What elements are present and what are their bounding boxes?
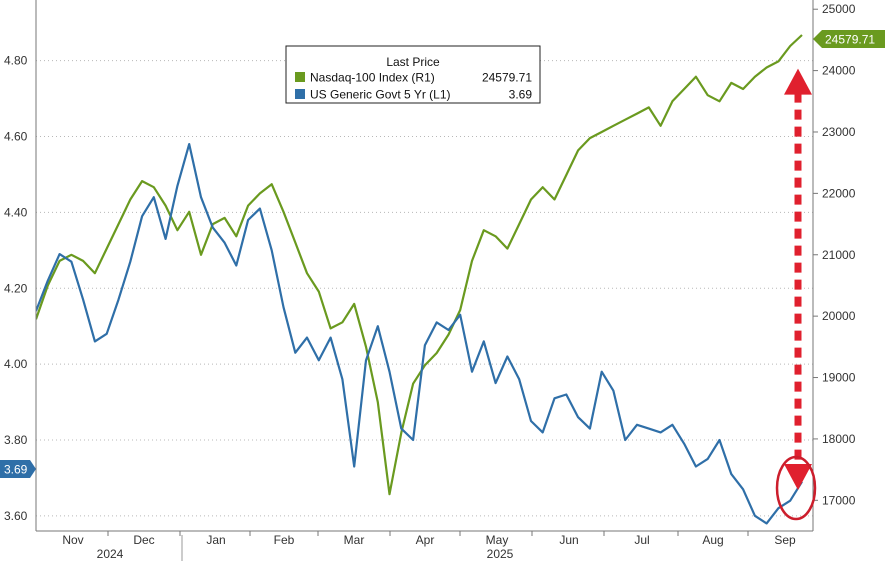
x-tick-label: Sep [774, 533, 796, 547]
x-axis-ticks: Nov Dec Jan Feb Mar Apr May Jun Jul Aug Sep [62, 531, 796, 547]
right-last-value: 24579.71 [825, 33, 875, 47]
left-tick-label: 4.20 [4, 281, 28, 295]
legend-swatch-us-5yr [295, 89, 305, 99]
x-tick-label: Dec [133, 533, 154, 547]
right-tick-label: 23000 [822, 125, 856, 139]
legend-label-nasdaq: Nasdaq-100 Index (R1) [310, 71, 435, 85]
legend-value-nasdaq: 24579.71 [482, 71, 532, 85]
x-tick-label: Nov [62, 533, 83, 547]
right-tick-label: 21000 [822, 248, 856, 262]
year-label: 2025 [487, 547, 514, 561]
x-tick-label: Jan [206, 533, 225, 547]
right-tick-label: 17000 [822, 493, 856, 507]
legend-label-us-5yr: US Generic Govt 5 Yr (L1) [310, 88, 451, 102]
legend-box [285, 45, 541, 104]
gridlines [36, 60, 813, 517]
red-circle-annotation [775, 455, 817, 521]
arrow-head-down [784, 464, 812, 491]
right-tick-label: 25000 [822, 2, 856, 16]
left-tick-label: 4.00 [4, 357, 28, 371]
left-tick-label: 3.60 [4, 509, 28, 523]
right-tick-label: 19000 [822, 371, 856, 385]
arrow-head-up [784, 68, 812, 95]
left-tick-label: 4.80 [4, 54, 28, 68]
left-last-value-tag: 3.69 [0, 460, 36, 478]
legend: Last Price Nasdaq-100 Index (R1) 24579.7… [285, 45, 541, 104]
legend-title: Last Price [386, 55, 440, 69]
x-tick-label: Mar [344, 533, 365, 547]
left-tick-label: 3.80 [4, 433, 28, 447]
red-dashed-double-arrow [784, 68, 812, 491]
left-tick-label: 4.40 [4, 205, 28, 219]
right-tick-label: 22000 [822, 186, 856, 200]
left-axis-ticks: 4.80 4.60 4.40 4.20 4.00 3.80 3.60 [4, 54, 28, 523]
left-tick-label: 4.60 [4, 130, 28, 144]
x-tick-label: Feb [274, 533, 295, 547]
legend-value-us-5yr: 3.69 [509, 88, 533, 102]
plot-area [36, 34, 803, 525]
right-last-value-tag: 24579.71 [813, 30, 885, 48]
year-label: 2024 [97, 547, 124, 561]
x-tick-label: Jun [559, 533, 578, 547]
right-axis-ticks: 25000 24000 23000 22000 21000 20000 19000 18000… [813, 2, 856, 507]
x-tick-label: Jul [634, 533, 649, 547]
series-line-nasdaq [36, 34, 803, 496]
x-tick-label: May [486, 533, 509, 547]
x-tick-label: Apr [416, 533, 435, 547]
x-axis-year-labels: 2024 2025 [97, 547, 514, 561]
left-last-value: 3.69 [4, 463, 28, 477]
x-tick-label: Aug [702, 533, 723, 547]
legend-swatch-nasdaq [295, 72, 305, 82]
right-tick-label: 18000 [822, 432, 856, 446]
series-line-us-5yr [36, 143, 803, 525]
right-tick-label: 24000 [822, 64, 856, 78]
right-tick-label: 20000 [822, 309, 856, 323]
